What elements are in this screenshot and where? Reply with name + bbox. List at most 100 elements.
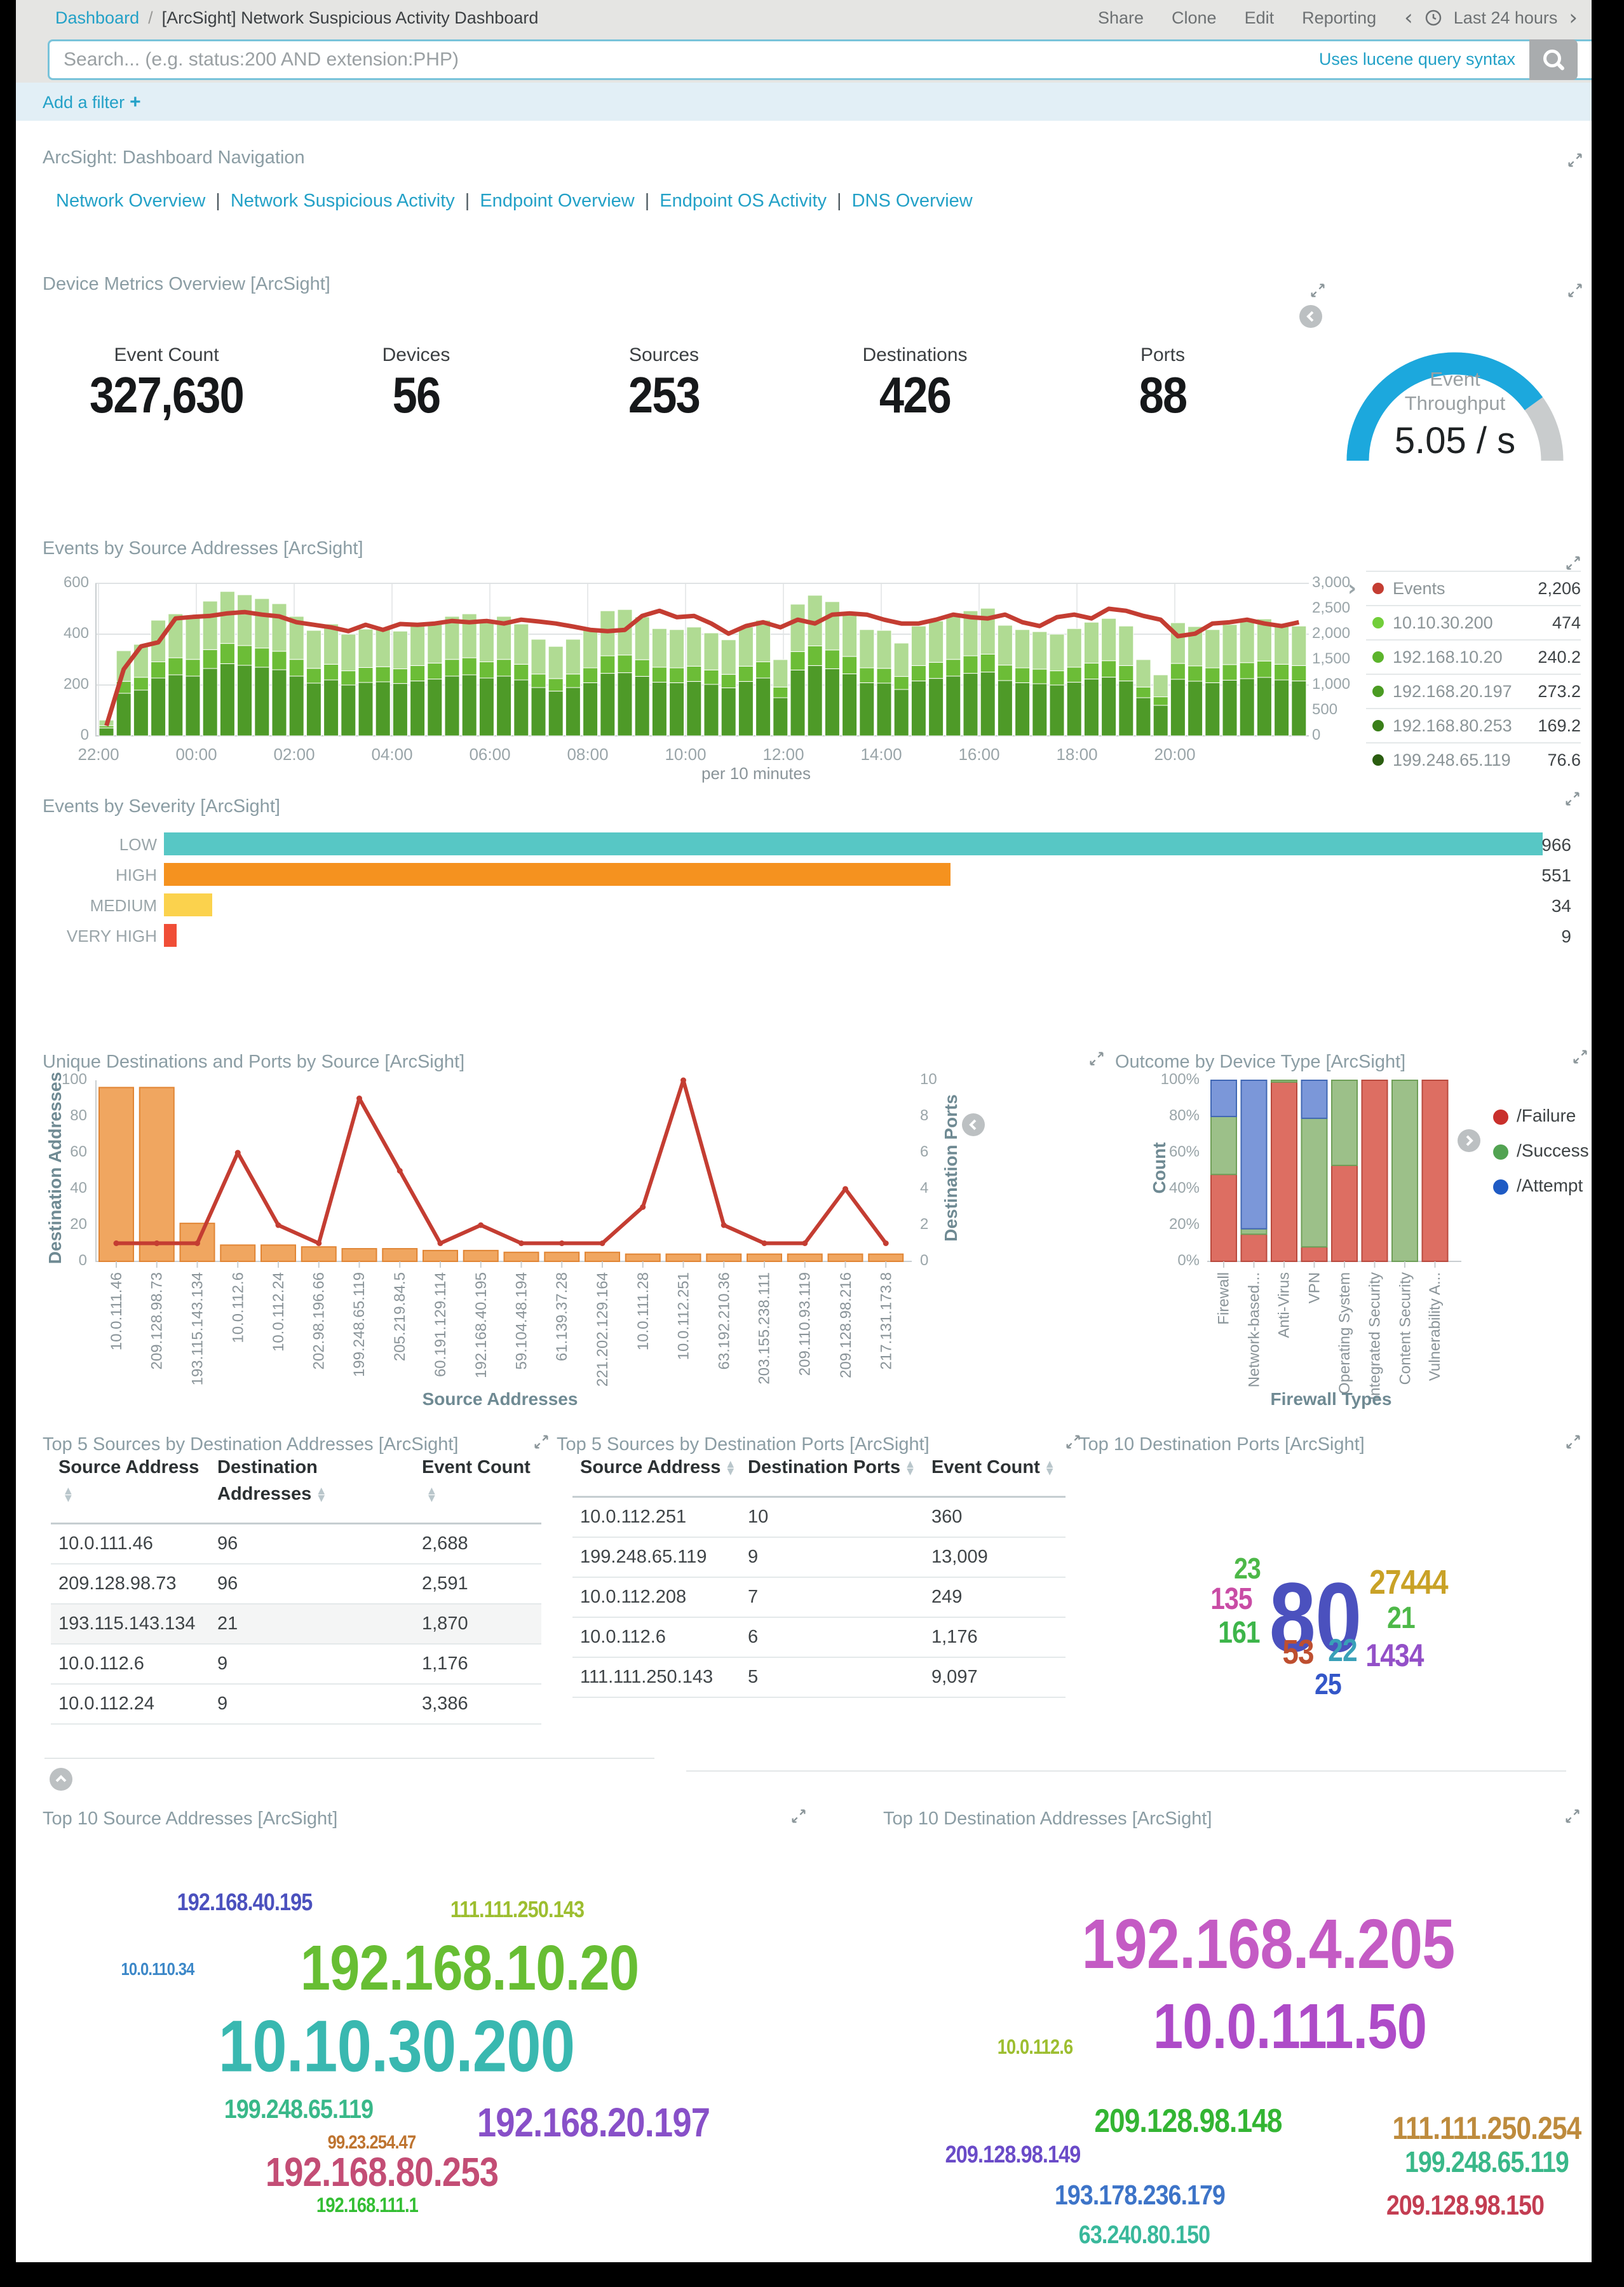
source-tag-99.23.254.47[interactable]: 99.23.254.47 bbox=[327, 2132, 417, 2153]
severity-bar-low[interactable] bbox=[164, 832, 1543, 855]
outcome-legend-label-success[interactable]: /Success bbox=[1517, 1141, 1589, 1160]
nav-link-endpoint-overview[interactable]: Endpoint Overview bbox=[480, 191, 635, 211]
source-tag-111.111.250.143[interactable]: 111.111.250.143 bbox=[450, 1896, 585, 1922]
nav-link-dns-overview[interactable]: DNS Overview bbox=[851, 191, 973, 211]
dest-tag-209.128.98.150[interactable]: 209.128.98.150 bbox=[1386, 2190, 1545, 2221]
dest-tag-192.168.4.205[interactable]: 192.168.4.205 bbox=[1081, 1905, 1456, 1983]
breadcrumb-dashboard-link[interactable]: Dashboard bbox=[55, 8, 140, 27]
port-tag-21[interactable]: 21 bbox=[1387, 1601, 1416, 1635]
table-cell: 13,009 bbox=[924, 1537, 1066, 1578]
outcome-y-tick: 80% bbox=[1168, 1107, 1200, 1124]
port-tag-80[interactable]: 80 bbox=[1269, 1562, 1362, 1673]
time-range-label[interactable]: Last 24 hours bbox=[1453, 8, 1558, 27]
top-menu-reporting[interactable]: Reporting bbox=[1302, 8, 1377, 27]
column-header-event-count[interactable]: Event Count▲▼ bbox=[414, 1450, 541, 1524]
expand-panel-icon[interactable] bbox=[1571, 1048, 1589, 1066]
unique-chart-prev-button[interactable] bbox=[962, 1113, 985, 1136]
column-header-event-count[interactable]: Event Count▲▼ bbox=[924, 1450, 1066, 1498]
search-input[interactable] bbox=[48, 39, 1592, 80]
severity-bar-medium[interactable] bbox=[164, 893, 213, 916]
source-tag-192.168.80.253[interactable]: 192.168.80.253 bbox=[265, 2149, 499, 2195]
source-tag-192.168.40.195[interactable]: 192.168.40.195 bbox=[177, 1889, 313, 1916]
legend-item-10.10.30.200[interactable]: 10.10.30.200 474 bbox=[1366, 605, 1581, 639]
legend-label: 192.168.10.20 bbox=[1393, 647, 1503, 667]
table-row: 111.111.250.143 5 9,097 bbox=[572, 1657, 1066, 1698]
source-tag-192.168.111.1[interactable]: 192.168.111.1 bbox=[316, 2194, 419, 2216]
expand-panel-icon[interactable] bbox=[1566, 282, 1584, 299]
column-header-source-address[interactable]: Source Address▲▼ bbox=[572, 1450, 740, 1498]
expand-panel-icon[interactable] bbox=[1088, 1050, 1106, 1068]
unique-destinations-chart[interactable] bbox=[95, 1077, 912, 1268]
expand-panel-icon[interactable] bbox=[1064, 1433, 1082, 1451]
port-tag-22[interactable]: 22 bbox=[1328, 1632, 1357, 1668]
legend-item-192.168.80.253[interactable]: 192.168.80.253 169.2 bbox=[1366, 708, 1581, 742]
legend-item-192.168.20.197[interactable]: 192.168.20.197 273.2 bbox=[1366, 674, 1581, 708]
column-header-destination-addresses[interactable]: Destination Addresses ▲ ▼ bbox=[210, 1450, 414, 1524]
legend-item-192.168.10.20[interactable]: 192.168.10.20 240.2 bbox=[1366, 639, 1581, 674]
severity-bar-very-high[interactable] bbox=[164, 924, 177, 947]
time-prev-button[interactable]: ‹ bbox=[1404, 5, 1413, 31]
outcome-legend-next-button[interactable] bbox=[1458, 1129, 1480, 1152]
legend-collapse-chevron-icon[interactable]: › bbox=[1348, 576, 1357, 601]
port-tag-23[interactable]: 23 bbox=[1234, 1552, 1261, 1585]
events-x-tick: 14:00 bbox=[860, 745, 902, 764]
dest-tag-209.128.98.149[interactable]: 209.128.98.149 bbox=[945, 2141, 1081, 2168]
outcome-legend-label-attempt[interactable]: /Attempt bbox=[1517, 1176, 1583, 1195]
collapse-up-button[interactable] bbox=[50, 1768, 72, 1791]
events-x-tick: 06:00 bbox=[469, 745, 511, 764]
dest-tag-111.111.250.254[interactable]: 111.111.250.254 bbox=[1392, 2110, 1582, 2146]
outcome-chart[interactable] bbox=[1207, 1078, 1461, 1268]
nav-link-endpoint-os-activity[interactable]: Endpoint OS Activity bbox=[660, 191, 827, 211]
gauge-prev-button[interactable] bbox=[1299, 305, 1322, 328]
source-tag-199.248.65.119[interactable]: 199.248.65.119 bbox=[224, 2094, 374, 2124]
dest-tag-209.128.98.148[interactable]: 209.128.98.148 bbox=[1094, 2103, 1282, 2140]
unique-right-tick: 2 bbox=[920, 1216, 929, 1233]
source-tag-10.0.110.34[interactable]: 10.0.110.34 bbox=[121, 1959, 194, 1979]
expand-panel-icon[interactable] bbox=[1564, 1807, 1581, 1825]
expand-panel-icon[interactable] bbox=[532, 1433, 550, 1451]
expand-panel-icon[interactable] bbox=[1566, 151, 1584, 169]
top-menu-clone[interactable]: Clone bbox=[1172, 8, 1217, 27]
nav-link-network-suspicious-activity[interactable]: Network Suspicious Activity bbox=[230, 191, 455, 211]
port-tag-27444[interactable]: 27444 bbox=[1369, 1563, 1448, 1601]
events-by-source-chart[interactable] bbox=[95, 580, 1309, 740]
source-tag-10.10.30.200[interactable]: 10.10.30.200 bbox=[218, 2005, 575, 2087]
events-right-tick: 500 bbox=[1312, 701, 1338, 718]
severity-bar-high[interactable] bbox=[164, 863, 951, 886]
dest-tag-63.240.80.150[interactable]: 63.240.80.150 bbox=[1078, 2221, 1210, 2249]
column-header-destination-ports[interactable]: Destination Ports ▲ ▼ bbox=[740, 1450, 924, 1498]
legend-item-199.248.65.119[interactable]: 199.248.65.119 76.6 bbox=[1366, 742, 1581, 777]
expand-panel-icon[interactable] bbox=[1564, 790, 1581, 808]
expand-panel-icon[interactable] bbox=[1309, 282, 1327, 299]
expand-panel-icon[interactable] bbox=[1564, 554, 1582, 572]
legend-label: 192.168.80.253 bbox=[1393, 716, 1512, 735]
port-tag-135[interactable]: 135 bbox=[1210, 1582, 1252, 1616]
lucene-syntax-link[interactable]: Uses lucene query syntax bbox=[1318, 50, 1515, 69]
source-tag-192.168.20.197[interactable]: 192.168.20.197 bbox=[477, 2100, 710, 2145]
expand-panel-icon[interactable] bbox=[1564, 1433, 1582, 1451]
outcome-legend-label-failure[interactable]: /Failure bbox=[1517, 1106, 1576, 1125]
outcome-legend-dot bbox=[1493, 1179, 1508, 1195]
port-tag-25[interactable]: 25 bbox=[1315, 1667, 1342, 1700]
expand-panel-icon[interactable] bbox=[790, 1807, 808, 1825]
port-tag-161[interactable]: 161 bbox=[1218, 1616, 1260, 1650]
port-tag-53[interactable]: 53 bbox=[1282, 1633, 1314, 1671]
port-tag-1434[interactable]: 1434 bbox=[1365, 1638, 1424, 1673]
column-header-source-address[interactable]: Source Address▲▼ bbox=[51, 1450, 210, 1524]
nav-link-network-overview[interactable]: Network Overview bbox=[56, 191, 206, 211]
table-cell: 96 bbox=[210, 1564, 414, 1605]
source-tag-192.168.10.20[interactable]: 192.168.10.20 bbox=[300, 1932, 639, 2004]
top-menu-share[interactable]: Share bbox=[1097, 8, 1144, 27]
legend-item-events[interactable]: Events 2,206 bbox=[1366, 571, 1581, 605]
panel-title-dashboard-navigation: ArcSight: Dashboard Navigation bbox=[43, 147, 305, 168]
add-filter-button[interactable]: Add a filter + bbox=[43, 92, 141, 112]
dest-tag-193.178.236.179[interactable]: 193.178.236.179 bbox=[1054, 2180, 1226, 2211]
sort-icon: ▲ ▼ bbox=[65, 1486, 72, 1504]
time-next-button[interactable]: › bbox=[1569, 5, 1578, 31]
top-menu-edit[interactable]: Edit bbox=[1244, 8, 1275, 27]
search-button[interactable] bbox=[1529, 39, 1578, 80]
dest-tag-199.248.65.119[interactable]: 199.248.65.119 bbox=[1405, 2145, 1569, 2178]
breadcrumb-separator: / bbox=[148, 8, 153, 27]
dest-tag-10.0.111.50[interactable]: 10.0.111.50 bbox=[1153, 1991, 1427, 2062]
dest-tag-10.0.112.6[interactable]: 10.0.112.6 bbox=[997, 2035, 1073, 2058]
